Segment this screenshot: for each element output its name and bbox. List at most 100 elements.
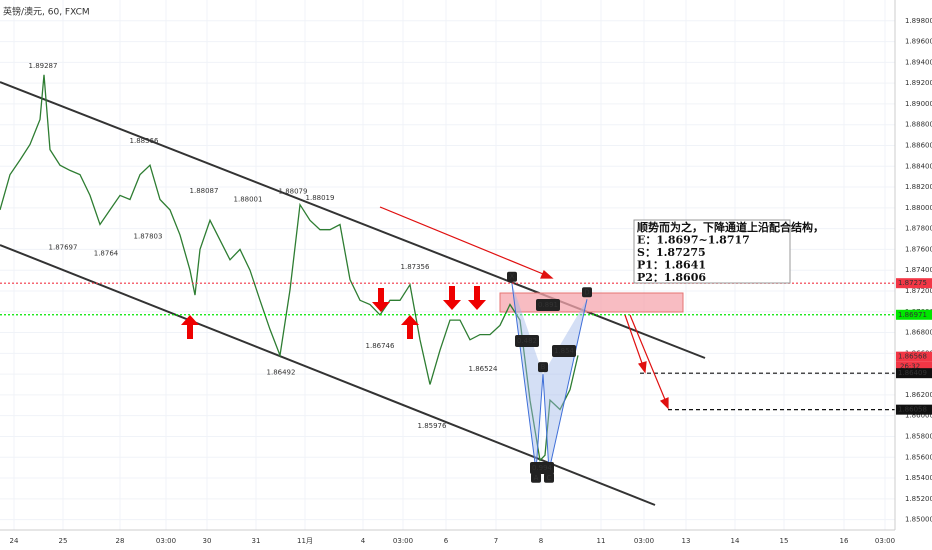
- x-tick-label: 30: [203, 537, 212, 545]
- pattern-point-tag: [538, 362, 548, 373]
- level-tag: [896, 351, 932, 362]
- note: 顺势而为之，下降通道上沿配合结构，E：1.8697~1.8717S：1.8727…: [637, 220, 824, 284]
- x-tick-label: 25: [59, 537, 68, 545]
- pattern-point-tag: [544, 472, 554, 483]
- level-label: 1.86409: [898, 369, 927, 377]
- price-label: 1.87803: [134, 232, 163, 240]
- axes: 1.85000 1.85200 1.85400 1.85600 1.85800 1.860…: [10, 17, 932, 545]
- ratio-label: 0.482: [517, 337, 537, 345]
- level-label: 1.87275: [898, 279, 927, 287]
- y-tick-label: 1.86800: [905, 329, 932, 337]
- level-label: 1.86568: [898, 353, 927, 361]
- ratio-label: 0.994: [532, 464, 553, 472]
- price-label: 1.88019: [306, 194, 335, 202]
- y-tick-label: 1.89000: [905, 100, 932, 108]
- x-tick-label: 24: [10, 537, 19, 545]
- x-tick-label: 28: [116, 537, 125, 545]
- price-label: 1.88079: [279, 188, 308, 196]
- chart-title: 英镑/澳元, 60, FXCM: [3, 6, 90, 18]
- ratio-label: 1.854: [554, 347, 575, 355]
- price-line: [0, 74, 579, 462]
- price-label: 1.88001: [234, 196, 263, 204]
- note-box: [633, 219, 791, 284]
- y-tick-label: 1.89200: [905, 79, 932, 87]
- level-label: 1.86971: [898, 311, 927, 319]
- x-tick-label: 03:00: [156, 537, 176, 545]
- x-tick-label: 11月: [297, 537, 313, 545]
- ratio-label: 0.891: [538, 301, 558, 309]
- pattern-point-tag: [582, 287, 592, 298]
- y-tick-label: 1.88000: [905, 204, 932, 212]
- signal-arrows: [181, 286, 486, 339]
- pattern-point-label: A: [534, 474, 539, 482]
- pattern-triangle: [543, 299, 587, 471]
- note-line: S：1.87275: [637, 246, 706, 259]
- y-tick-label: 1.89600: [905, 38, 932, 46]
- y-tick-label: 1.85000: [905, 516, 932, 524]
- x-tick-label: 7: [494, 537, 498, 545]
- y-tick-label: 1.87200: [905, 287, 932, 295]
- price-label: 1.87697: [49, 243, 78, 251]
- price-axis: [895, 0, 932, 550]
- y-tick-label: 1.85400: [905, 474, 932, 482]
- level-tag: [896, 309, 932, 320]
- ratio-tag: [552, 345, 576, 357]
- countdown-tag: [896, 361, 932, 372]
- pattern-point-tag: [507, 271, 517, 282]
- y-tick-label: 1.85200: [905, 495, 932, 503]
- price-label: 1.88087: [190, 187, 219, 195]
- x-tick-label: 8: [539, 537, 543, 545]
- pattern-point-label: D: [584, 288, 589, 296]
- marks: 1.89287 1.87697 1.8764 1.87803 1.88566 1.8808…: [0, 62, 895, 483]
- x-tick-label: 6: [444, 537, 449, 545]
- pattern-point-label: X: [510, 273, 515, 281]
- y-tick-label: 1.87400: [905, 266, 932, 274]
- x-tick-label: 03:00: [634, 537, 654, 545]
- level-tag: [896, 404, 932, 415]
- x-tick-label: 15: [780, 537, 789, 545]
- y-tick-label: 1.86000: [905, 412, 932, 420]
- price-label: 1.86492: [267, 369, 296, 377]
- pattern-triangle: [512, 283, 543, 471]
- note-line: E：1.8697~1.8717: [637, 234, 750, 247]
- price-label: 1.88566: [130, 137, 159, 145]
- x-tick-label: 13: [682, 537, 691, 545]
- y-tick-label: 1.88400: [905, 162, 932, 170]
- ratio-tag: [536, 299, 560, 311]
- level-tag: [896, 278, 932, 289]
- price-label: 1.89287: [29, 62, 58, 70]
- x-tick-label: 31: [252, 537, 261, 545]
- ratio-tag: [530, 462, 554, 474]
- countdown: 26:32: [900, 363, 920, 371]
- ratio-tag: [515, 335, 539, 347]
- y-tick-label: 1.85800: [905, 432, 932, 440]
- pattern-point-label: B: [541, 363, 546, 371]
- x-tick-label: 4: [361, 537, 366, 545]
- level-label: 1.86058: [898, 406, 927, 414]
- pattern-line: [511, 283, 588, 471]
- pattern-point-tag: [531, 472, 541, 483]
- note-line: P2：1.8606: [637, 271, 706, 284]
- y-tick-label: 1.85600: [905, 453, 932, 461]
- price-label: 1.87356: [401, 263, 430, 271]
- channel-lower: [0, 244, 656, 506]
- y-tick-label: 1.87600: [905, 245, 932, 253]
- y-tick-label: 1.88200: [905, 183, 932, 191]
- x-tick-label: 03:00: [875, 537, 895, 545]
- x-tick-label: 16: [840, 537, 849, 545]
- y-tick-label: 1.88600: [905, 141, 932, 149]
- x-tick-label: 11: [597, 537, 606, 545]
- pattern-point-label: C: [547, 474, 552, 482]
- note-line: 顺势而为之，下降通道上沿配合结构，: [637, 220, 824, 234]
- price-label: 1.8764: [94, 249, 119, 257]
- y-tick-label: 1.87800: [905, 225, 932, 233]
- y-tick-label: 1.86200: [905, 391, 932, 399]
- level-tag: [896, 368, 932, 379]
- y-tick-label: 1.89800: [905, 17, 932, 25]
- y-tick-label: 1.88800: [905, 121, 932, 129]
- x-tick-label: 14: [731, 537, 740, 545]
- note-line: P1：1.8641: [637, 259, 706, 272]
- arrows: [379, 206, 669, 410]
